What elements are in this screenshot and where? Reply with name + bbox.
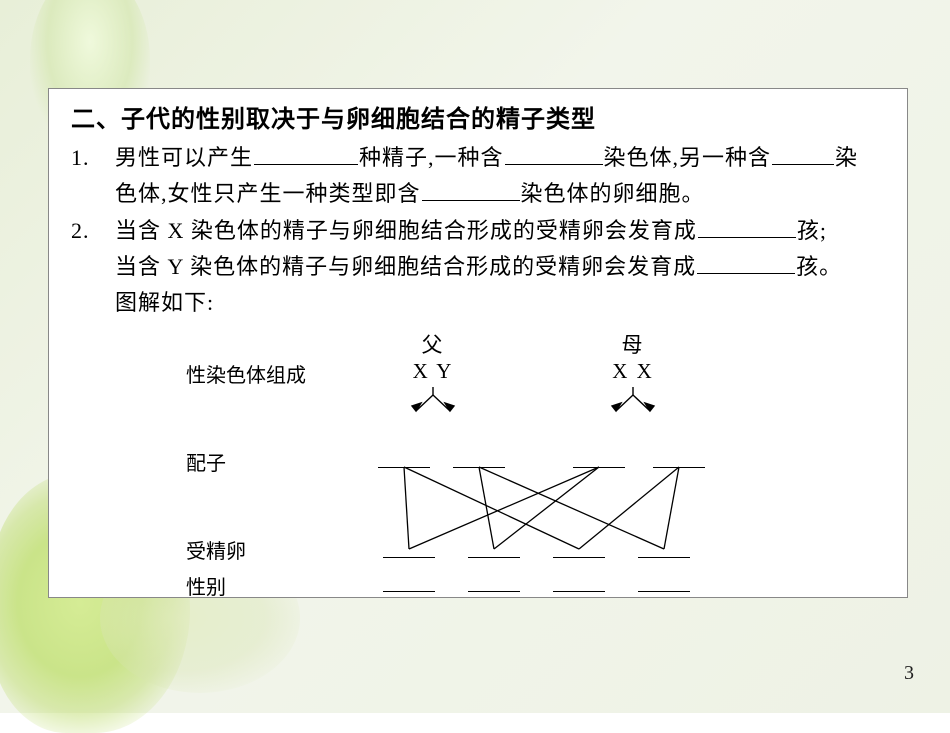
zygote-blank-2 [468, 557, 520, 558]
question-2-line-2: 当含 Y 染色体的精子与卵细胞结合形成的受精卵会发育成 孩。 [71, 249, 885, 285]
content-sheet: 二、子代的性别取决于与卵细胞结合的精子类型 1.男性可以产生种精子,一种含染色体… [48, 88, 908, 598]
q2-blank-2 [697, 253, 795, 274]
q1-text-6: 染色体的卵细胞。 [521, 181, 705, 206]
gamete-blank-4 [653, 467, 705, 468]
zygote-blank-4 [638, 557, 690, 558]
inheritance-diagram: 性染色体组成 配子 受精卵 性别 父 母 X Y X X [178, 329, 778, 609]
question-2-line-1: 2.当含 X 染色体的精子与卵细胞结合形成的受精卵会发育成 孩; [71, 213, 885, 249]
sex-blank-3 [553, 591, 605, 592]
sex-blank-4 [638, 591, 690, 592]
q1-text-1: 男性可以产生 [115, 145, 253, 170]
question-1-number: 1. [71, 140, 115, 176]
q1-blank-4 [422, 180, 520, 201]
q1-text-5: 色体,女性只产生一种类型即含 [115, 181, 421, 206]
zygote-blank-1 [383, 557, 435, 558]
question-2-number: 2. [71, 213, 115, 249]
q2-text-2: 孩; [797, 218, 827, 243]
sex-blank-2 [468, 591, 520, 592]
q1-text-3: 染色体,另一种含 [604, 145, 772, 170]
q1-text-4: 染 [835, 145, 858, 170]
question-1-line-1: 1.男性可以产生 种精子,一种含 染色体,另一种含 染 [71, 140, 885, 176]
q2-text-3: 当含 Y 染色体的精子与卵细胞结合形成的受精卵会发育成 [115, 254, 696, 279]
q2-text-4: 孩。 [796, 254, 842, 279]
q2-blank-1 [698, 217, 796, 238]
zygote-blank-3 [553, 557, 605, 558]
question-1-line-2: 色体,女性只产生一种类型即含 染色体的卵细胞。 [71, 176, 885, 212]
q2-text-5: 图解如下: [115, 290, 214, 315]
question-2-line-3: 图解如下: [71, 285, 885, 321]
q1-blank-2 [505, 144, 603, 165]
q1-blank-1 [254, 144, 358, 165]
page-number: 3 [904, 662, 914, 685]
q1-text-2: 种精子,一种含 [359, 145, 504, 170]
gamete-blank-2 [453, 467, 505, 468]
sex-blank-1 [383, 591, 435, 592]
section-title: 二、子代的性别取决于与卵细胞结合的精子类型 [71, 99, 885, 134]
gamete-blank-1 [378, 467, 430, 468]
diagram-lines [178, 329, 778, 609]
q1-blank-3 [772, 144, 834, 165]
gamete-blank-3 [573, 467, 625, 468]
q2-text-1: 当含 X 染色体的精子与卵细胞结合形成的受精卵会发育成 [115, 218, 697, 243]
